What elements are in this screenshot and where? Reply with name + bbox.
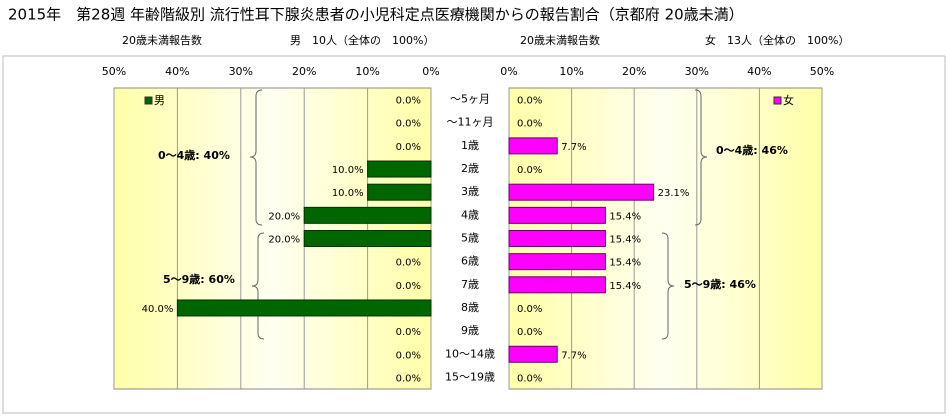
value-label: 20.0% [268,235,300,246]
chart-frame [2,55,946,414]
value-label: 0.0% [396,142,421,153]
legend-swatch [773,96,782,105]
bar [508,137,558,155]
x-tick-label: 30% [229,65,253,78]
value-label: 15.4% [609,211,641,222]
x-tick-label: 50% [102,65,126,78]
brace [694,89,708,226]
value-label: 0.0% [396,327,421,338]
x-tick-label: 50% [810,65,834,78]
bar [367,183,432,201]
value-label: 0.0% [396,96,421,107]
bar [367,160,432,178]
value-label: 7.7% [561,142,586,153]
left-subtitle: 男 10人（全体の 100%） [290,33,434,47]
category-label: 1歳 [461,139,479,152]
value-label: 0.0% [517,96,542,107]
x-tick-label: 10% [355,65,379,78]
value-label: 0.0% [517,304,542,315]
category-label: 5歳 [461,232,479,245]
annotation: 0～4歳: 40% [158,148,230,162]
bar [508,345,558,363]
right-subtitle: 20歳未満報告数 [520,34,600,47]
value-label: 0.0% [517,165,542,176]
value-label: 15.4% [609,235,641,246]
x-tick-label: 20% [622,65,646,78]
category-label: 15～19歳 [445,370,495,383]
value-label: 0.0% [396,281,421,292]
legend-label: 女 [783,93,794,107]
category-label: 4歳 [461,208,479,221]
brace [249,89,263,226]
value-label: 15.4% [609,258,641,269]
bar [508,253,606,271]
bar [508,183,655,201]
category-label: 10～14歳 [445,347,495,360]
x-tick-label: 0% [422,65,439,78]
value-label: 0.0% [396,119,421,130]
value-label: 0.0% [396,373,421,384]
brace [661,232,675,340]
chart-title: 2015年 第28週 年齢階級別 流行性耳下腺炎患者の小児科定点医療機関からの報… [8,6,744,24]
category-label: ～5ヶ月 [450,93,490,106]
bar [508,230,606,247]
bar [508,276,606,294]
value-label: 0.0% [517,119,542,130]
value-label: 0.0% [517,327,542,338]
x-tick-label: 10% [559,65,583,78]
annotation: 5～9歳: 46% [684,277,756,291]
category-label: 3歳 [461,185,479,198]
right-subtitle: 女 13人（全体の 100%） [705,33,849,47]
category-label: 9歳 [461,324,479,337]
x-tick-label: 0% [500,65,517,78]
left-subtitle: 20歳未満報告数 [122,34,202,47]
legend-swatch [144,96,153,105]
value-label: 0.0% [396,258,421,269]
category-label: 8歳 [461,301,479,314]
value-label: 15.4% [609,281,641,292]
value-label: 40.0% [142,304,174,315]
x-tick-label: 30% [685,65,709,78]
x-tick-label: 20% [292,65,316,78]
brace [251,232,265,340]
value-label: 0.0% [517,373,542,384]
value-label: 10.0% [332,188,364,199]
bar [303,230,432,247]
value-label: 0.0% [396,350,421,361]
value-label: 23.1% [658,188,690,199]
bar [176,299,432,317]
value-label: 7.7% [561,350,586,361]
x-tick-label: 40% [747,65,771,78]
category-label: 2歳 [461,162,479,175]
category-label: ～11ヶ月 [447,116,494,129]
bar [508,206,606,224]
legend-label: 男 [154,94,165,107]
value-label: 20.0% [268,211,300,222]
value-label: 10.0% [332,165,364,176]
x-tick-label: 40% [165,65,189,78]
category-label: 6歳 [461,255,479,268]
annotation: 5～9歳: 60% [163,272,235,286]
category-label: 7歳 [461,278,479,291]
bar [303,206,432,224]
annotation: 0～4歳: 46% [716,143,788,157]
